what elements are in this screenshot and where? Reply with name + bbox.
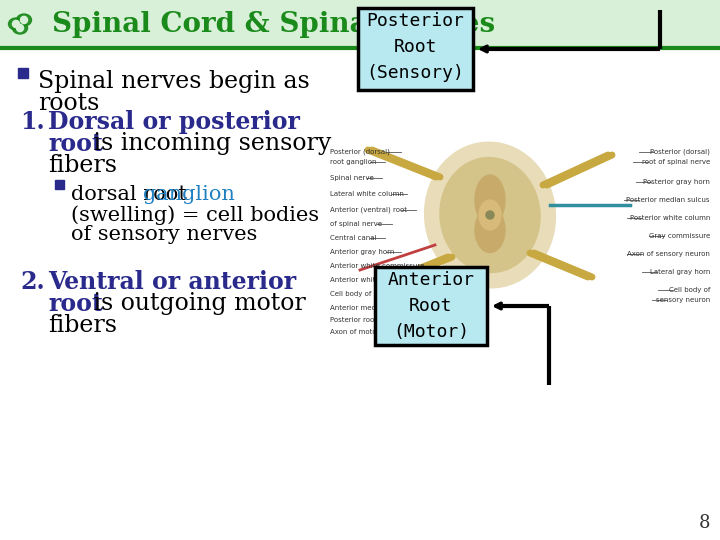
Text: Ventral or anterior: Ventral or anterior — [48, 270, 296, 294]
Text: Axon of motor neuron: Axon of motor neuron — [330, 329, 407, 335]
Text: Spinal Cord & Spinal Nerves: Spinal Cord & Spinal Nerves — [52, 10, 495, 37]
Text: Lateral white column: Lateral white column — [330, 191, 404, 197]
FancyBboxPatch shape — [358, 8, 473, 90]
Text: root of spinal nerve: root of spinal nerve — [642, 159, 710, 165]
Text: Anterior white column: Anterior white column — [330, 277, 408, 283]
Text: Anterior white commissure: Anterior white commissure — [330, 263, 424, 269]
Text: Spinal nerves begin as: Spinal nerves begin as — [38, 70, 310, 93]
Text: Posterior (dorsal): Posterior (dorsal) — [650, 148, 710, 156]
Ellipse shape — [475, 175, 505, 225]
Text: (swelling) = cell bodies: (swelling) = cell bodies — [71, 205, 319, 225]
Text: Spinal nerve: Spinal nerve — [330, 175, 374, 181]
FancyBboxPatch shape — [375, 267, 487, 345]
Bar — [0, 0, 720, 48]
Text: 2.: 2. — [20, 270, 45, 294]
Ellipse shape — [475, 207, 505, 253]
Text: Dorsal or posterior: Dorsal or posterior — [48, 110, 300, 134]
Text: roots: roots — [38, 92, 99, 115]
Ellipse shape — [479, 200, 501, 230]
Text: root: root — [48, 132, 103, 156]
Ellipse shape — [17, 14, 32, 26]
Ellipse shape — [440, 158, 540, 273]
Text: ganglion: ganglion — [143, 185, 235, 204]
Text: Posterior gray horn: Posterior gray horn — [643, 179, 710, 185]
Text: 1.: 1. — [20, 110, 45, 134]
Ellipse shape — [20, 16, 27, 24]
Bar — [55, 180, 64, 189]
Text: 8: 8 — [698, 514, 710, 532]
Text: root: root — [48, 292, 103, 316]
Text: sensory neuron: sensory neuron — [656, 297, 710, 303]
Text: Gray commissure: Gray commissure — [649, 233, 710, 239]
Text: Axon of sensory neuron: Axon of sensory neuron — [627, 251, 710, 257]
Text: fibers: fibers — [48, 154, 117, 177]
Text: Lateral gray horn: Lateral gray horn — [649, 269, 710, 275]
Text: fibers: fibers — [48, 314, 117, 337]
Text: Anterior
Root
(Motor): Anterior Root (Motor) — [387, 271, 474, 341]
Text: Cell body of: Cell body of — [669, 287, 710, 293]
Text: Anterior median fissure: Anterior median fissure — [330, 305, 412, 311]
Text: of sensory nerves: of sensory nerves — [71, 225, 257, 244]
Text: Posterior
Root
(Sensory): Posterior Root (Sensory) — [366, 11, 464, 83]
Ellipse shape — [9, 18, 24, 30]
Text: Posterior rootlets: Posterior rootlets — [330, 317, 390, 323]
Text: Posterior white column: Posterior white column — [629, 215, 710, 221]
Ellipse shape — [425, 143, 555, 287]
Bar — [18, 68, 28, 78]
Text: root ganglion: root ganglion — [330, 159, 377, 165]
Text: is outgoing motor: is outgoing motor — [86, 292, 306, 315]
Text: Central canal: Central canal — [330, 235, 377, 241]
Ellipse shape — [17, 24, 24, 32]
Text: dorsal root: dorsal root — [71, 185, 194, 204]
Ellipse shape — [12, 21, 19, 28]
Circle shape — [486, 211, 494, 219]
Text: is incoming sensory: is incoming sensory — [86, 132, 331, 155]
Text: of spinal nerve: of spinal nerve — [330, 221, 382, 227]
Text: Posterior median sulcus: Posterior median sulcus — [626, 197, 710, 203]
Text: Posterior (dorsal): Posterior (dorsal) — [330, 148, 390, 156]
Ellipse shape — [12, 22, 27, 34]
Text: Anterior (ventral) root: Anterior (ventral) root — [330, 207, 407, 213]
Text: Anterior gray horn: Anterior gray horn — [330, 249, 395, 255]
Text: Cell body of motor neuron: Cell body of motor neuron — [330, 291, 421, 297]
